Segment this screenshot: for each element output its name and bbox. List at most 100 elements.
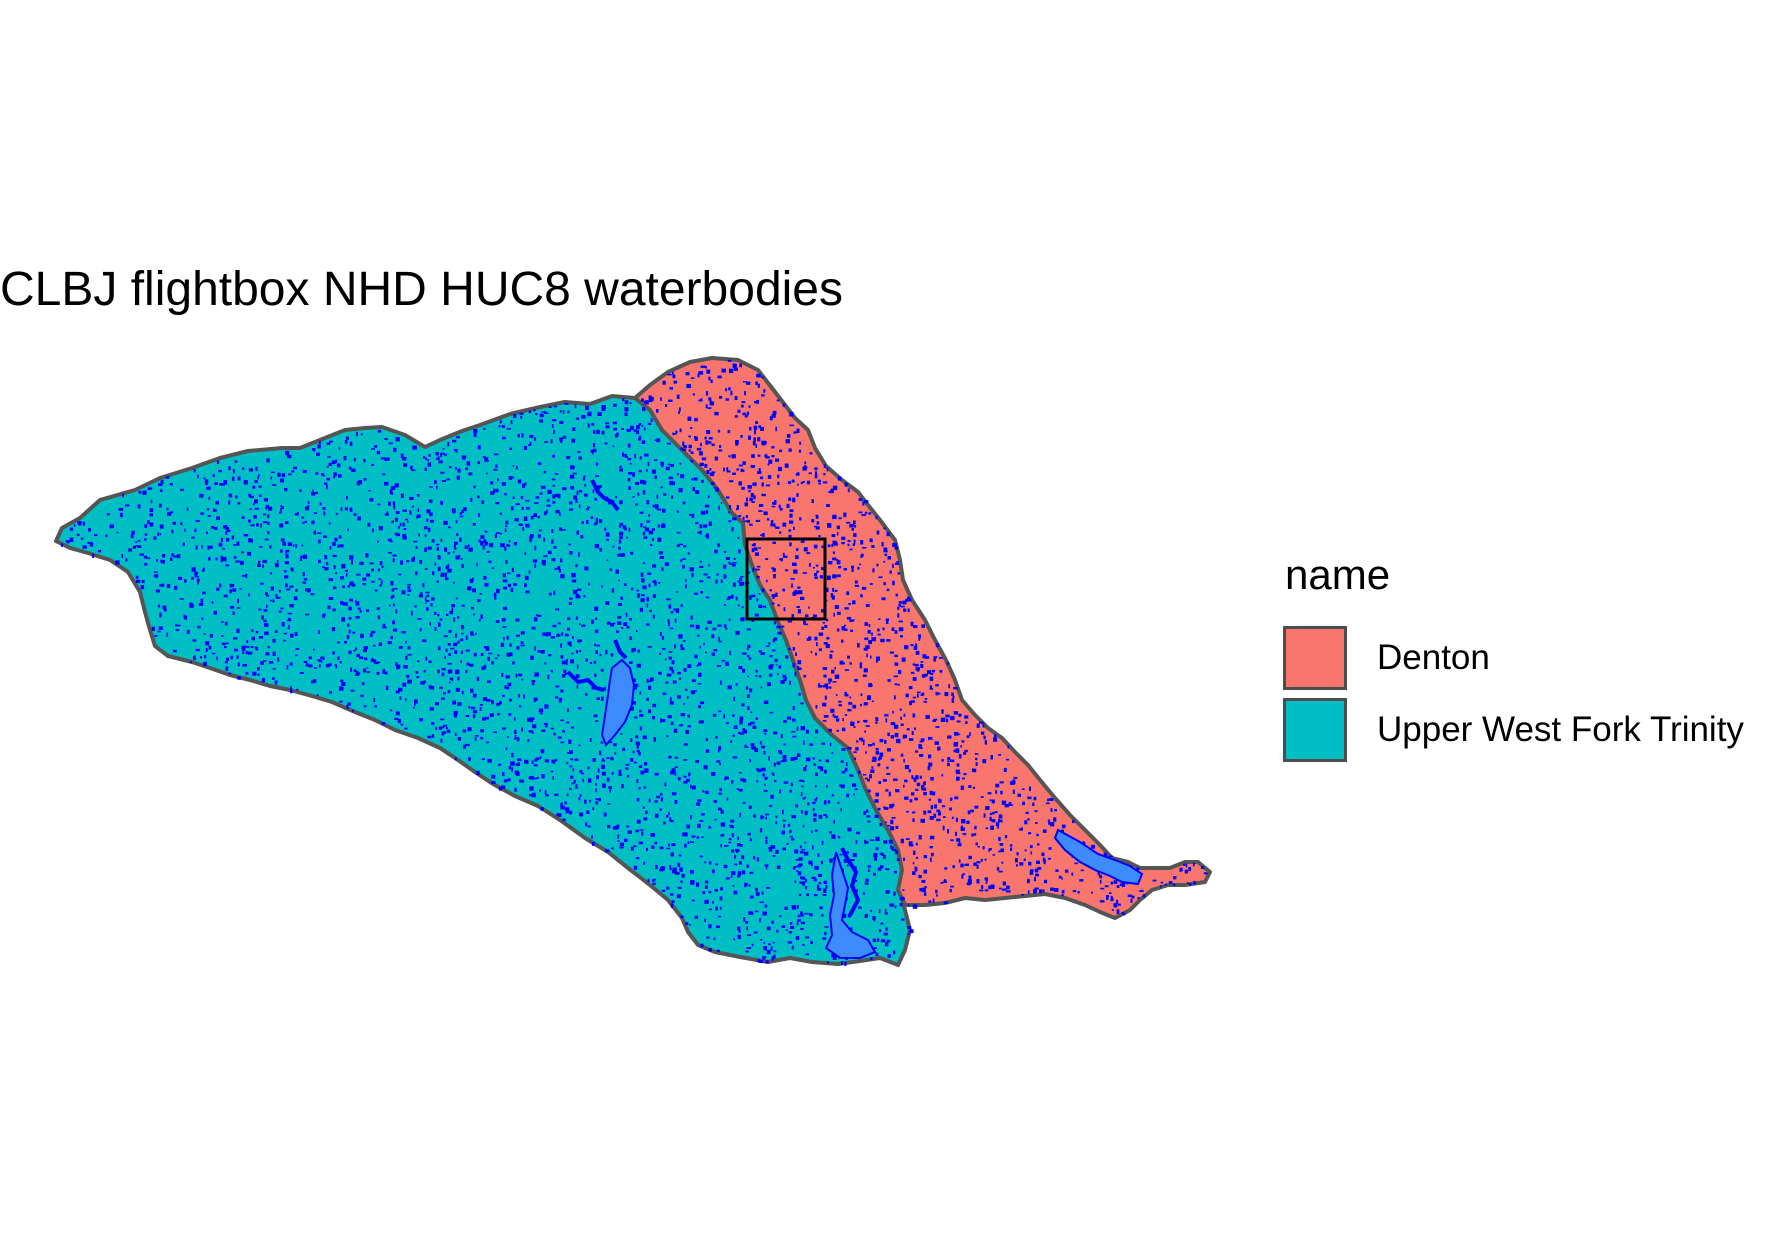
- waterbody-dot: [206, 486, 211, 490]
- waterbody-dot: [1027, 890, 1030, 894]
- waterbody-dot: [394, 517, 398, 522]
- waterbody-dot: [325, 562, 329, 566]
- waterbody-dot: [963, 773, 967, 776]
- waterbody-dot: [840, 807, 842, 812]
- waterbody-dot: [806, 757, 811, 762]
- waterbody-dot: [668, 399, 673, 402]
- waterbody-dot: [237, 676, 241, 680]
- waterbody-dot: [576, 490, 579, 495]
- waterbody-dot: [158, 483, 163, 486]
- waterbody-dot: [331, 460, 336, 465]
- waterbody-dot: [667, 619, 670, 623]
- waterbody-dot: [789, 922, 793, 925]
- waterbody-dot: [826, 637, 830, 640]
- waterbody-dot: [293, 596, 298, 601]
- waterbody-dot: [723, 624, 727, 628]
- waterbody-dot: [143, 555, 148, 558]
- waterbody-dot: [832, 955, 837, 960]
- waterbody-dot: [915, 750, 919, 753]
- waterbody-dot: [886, 772, 891, 776]
- waterbody-dot: [167, 512, 172, 516]
- waterbody-dot: [618, 546, 621, 550]
- waterbody-dot: [218, 542, 223, 547]
- waterbody-dot: [569, 787, 572, 790]
- waterbody-dot: [581, 415, 586, 419]
- waterbody-dot: [689, 923, 691, 926]
- waterbody-dot: [744, 414, 748, 418]
- waterbody-dot: [964, 715, 969, 719]
- waterbody-dot: [288, 473, 292, 476]
- waterbody-dot: [750, 895, 754, 899]
- waterbody-dot: [521, 506, 524, 510]
- waterbody-dot: [852, 600, 856, 605]
- waterbody-dot: [274, 563, 279, 568]
- waterbody-dot: [186, 629, 190, 634]
- waterbody-dot: [529, 441, 532, 445]
- waterbody-dot: [854, 757, 856, 760]
- waterbody-dot: [747, 675, 749, 678]
- waterbody-dot: [648, 680, 652, 683]
- waterbody-dot: [826, 685, 829, 690]
- waterbody-dot: [689, 513, 694, 516]
- waterbody-dot: [640, 572, 644, 577]
- waterbody-dot: [499, 512, 502, 515]
- waterbody-dot: [735, 596, 738, 601]
- waterbody-dot: [990, 884, 995, 889]
- waterbody-dot: [969, 732, 971, 736]
- waterbody-dot: [898, 620, 903, 623]
- waterbody-dot: [318, 559, 321, 564]
- waterbody-dot: [1116, 899, 1119, 904]
- waterbody-dot: [829, 489, 834, 494]
- waterbody-dot: [798, 857, 803, 861]
- waterbody-dot: [843, 512, 847, 517]
- waterbody-dot: [92, 553, 95, 558]
- waterbody-dot: [444, 572, 447, 578]
- waterbody-dot: [890, 819, 894, 825]
- waterbody-dot: [709, 399, 712, 403]
- waterbody-dot: [674, 756, 679, 759]
- waterbody-dot: [717, 749, 720, 753]
- waterbody-dot: [173, 555, 178, 558]
- waterbody-dot: [849, 696, 852, 699]
- waterbody-dot: [659, 868, 664, 872]
- waterbody-dot: [863, 811, 866, 816]
- waterbody-dot: [465, 670, 468, 674]
- waterbody-dot: [1189, 883, 1192, 886]
- waterbody-dot: [819, 906, 823, 910]
- waterbody-dot: [772, 773, 775, 776]
- waterbody-dot: [764, 813, 769, 816]
- waterbody-dot: [694, 915, 699, 919]
- waterbody-dot: [643, 427, 646, 431]
- waterbody-dot: [1110, 881, 1113, 885]
- waterbody-dot: [997, 825, 999, 829]
- waterbody-dot: [814, 865, 819, 870]
- waterbody-dot: [869, 538, 873, 543]
- waterbody-dot: [775, 815, 778, 818]
- waterbody-dot: [814, 785, 817, 788]
- waterbody-dot: [765, 816, 767, 820]
- waterbody-dot: [719, 680, 722, 685]
- waterbody-dot: [788, 529, 792, 532]
- waterbody-dot: [897, 683, 900, 686]
- waterbody-dot: [748, 911, 753, 915]
- waterbody-dot: [1021, 788, 1025, 790]
- waterbody-dot: [195, 520, 200, 523]
- waterbody-dot: [236, 541, 240, 546]
- waterbody-dot: [998, 837, 1001, 841]
- waterbody-dot: [949, 807, 952, 811]
- waterbody-dot: [502, 626, 507, 628]
- waterbody-dot: [516, 634, 520, 637]
- waterbody-dot: [544, 722, 548, 726]
- waterbody-dot: [533, 697, 538, 701]
- waterbody-dot: [653, 737, 656, 742]
- waterbody-dot: [434, 611, 437, 615]
- waterbody-dot: [560, 802, 563, 807]
- waterbody-dot: [780, 734, 783, 739]
- waterbody-dot: [191, 576, 194, 580]
- waterbody-dot: [268, 506, 273, 511]
- waterbody-dot: [786, 465, 788, 468]
- waterbody-dot: [159, 584, 162, 587]
- waterbody-dot: [242, 664, 247, 667]
- waterbody-dot: [547, 674, 550, 680]
- waterbody-dot: [666, 735, 669, 738]
